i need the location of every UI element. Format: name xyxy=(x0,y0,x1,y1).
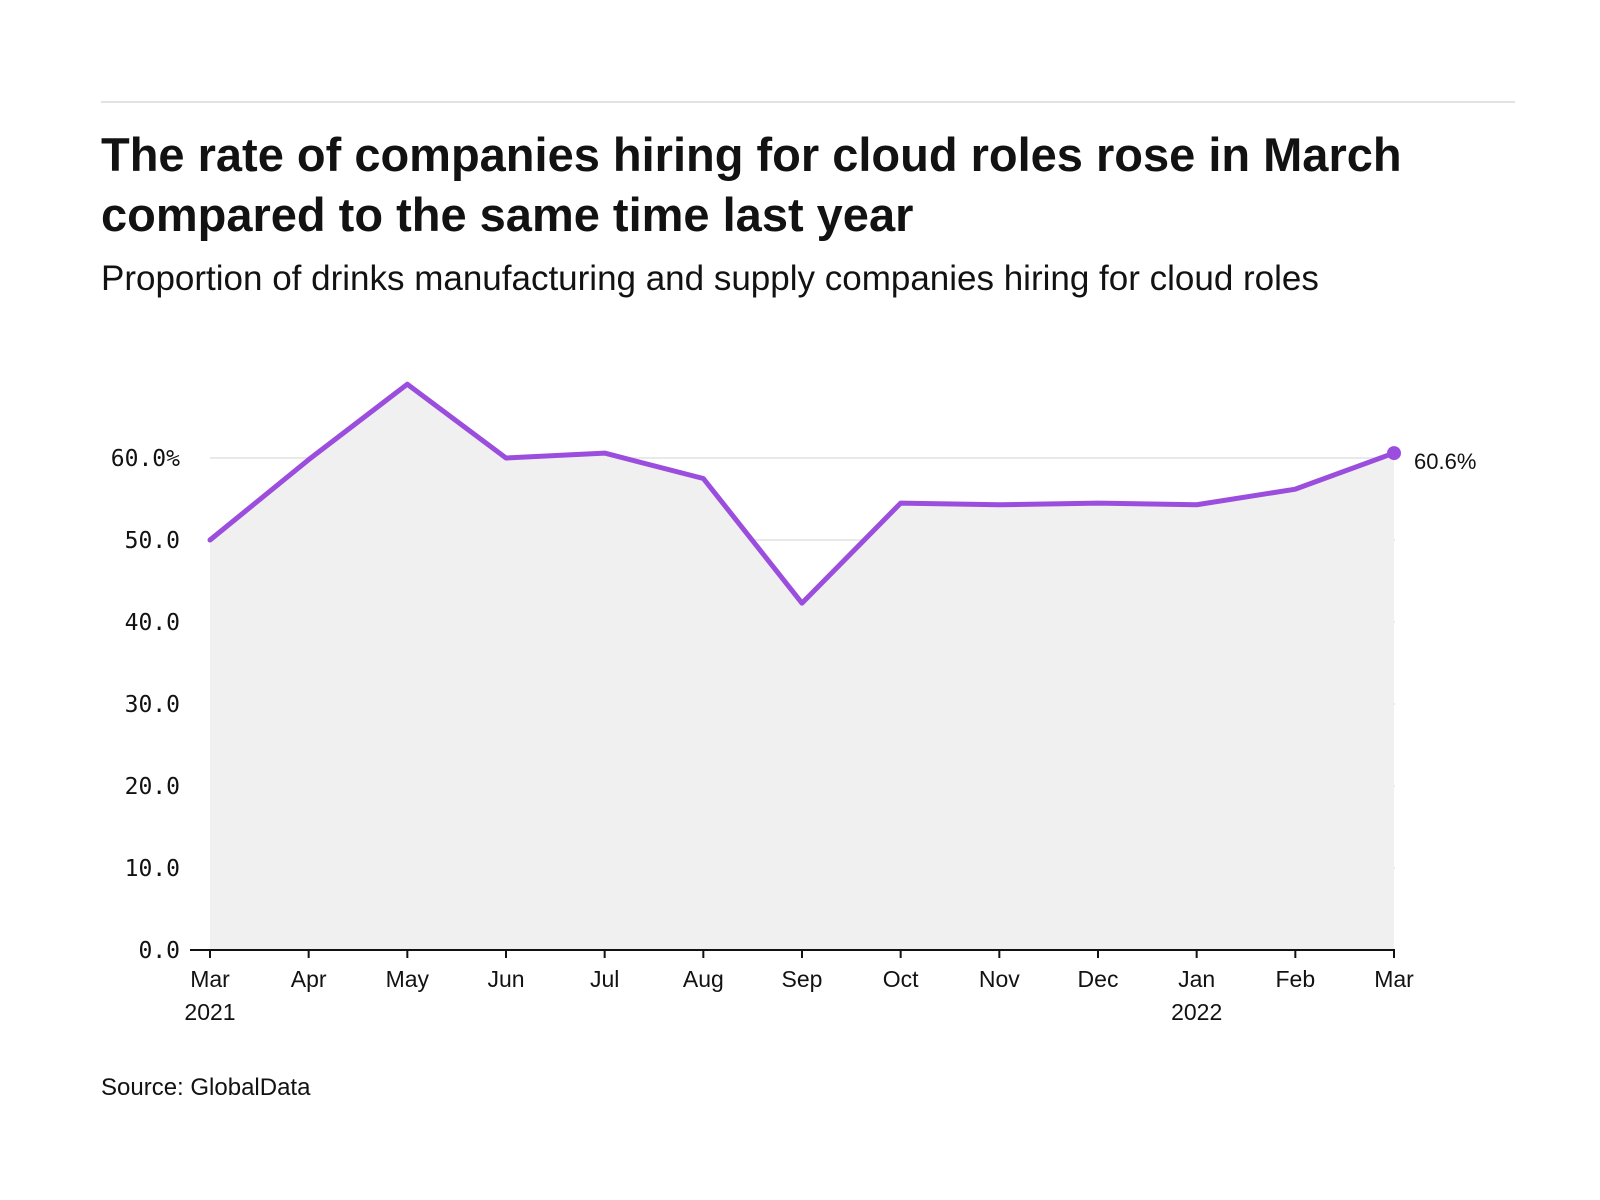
x-tick-label: Oct xyxy=(883,966,919,992)
x-tick-label: Aug xyxy=(683,966,724,992)
x-tick-label: Nov xyxy=(979,966,1020,992)
y-tick-label: 0.0 xyxy=(138,938,180,964)
top-rule xyxy=(101,101,1515,103)
x-tick-label: May xyxy=(386,966,430,992)
y-tick-label: 30.0 xyxy=(125,692,180,718)
x-tick-label: Jun xyxy=(487,966,524,992)
x-tick-year-label: 2021 xyxy=(184,999,235,1025)
x-tick-label: Feb xyxy=(1276,966,1316,992)
x-tick-label: Mar xyxy=(190,966,230,992)
area-fill-group xyxy=(210,384,1394,950)
x-tick-label: Dec xyxy=(1078,966,1119,992)
y-tick-label: 20.0 xyxy=(125,774,180,800)
end-marker-group: 60.6% xyxy=(1387,446,1476,474)
end-point-marker xyxy=(1387,446,1401,461)
x-axis xyxy=(190,949,1395,958)
y-axis-tick-labels: 0.0 10.0 20.0 30.0 40.0 50.0 60.0% xyxy=(111,446,180,964)
chart-subtitle: Proportion of drinks manufacturing and s… xyxy=(101,259,1319,298)
x-tick-label: Mar xyxy=(1374,966,1414,992)
y-tick-label: 50.0 xyxy=(125,528,180,554)
area-fill xyxy=(210,384,1394,950)
y-tick-label: 40.0 xyxy=(125,610,180,636)
y-tick-label: 60.0% xyxy=(111,446,180,472)
chart-title: The rate of companies hiring for cloud r… xyxy=(101,128,1402,241)
end-value-label: 60.6% xyxy=(1414,449,1476,474)
x-tick-year-label: 2022 xyxy=(1171,999,1222,1025)
x-tick-label: Jul xyxy=(590,966,619,992)
series-line-group xyxy=(207,381,1397,606)
x-tick-label: Jan xyxy=(1178,966,1215,992)
x-axis-tick-labels: Mar 2021 Apr May Jun Jul Aug Sep Oct Nov Dec Jan 202… xyxy=(184,966,1414,1025)
source-note: Source: GlobalData xyxy=(101,1074,311,1101)
x-tick-label: Apr xyxy=(291,966,327,992)
x-tick-label: Sep xyxy=(782,966,823,992)
series-line xyxy=(207,381,1397,606)
y-tick-label: 10.0 xyxy=(125,856,180,882)
